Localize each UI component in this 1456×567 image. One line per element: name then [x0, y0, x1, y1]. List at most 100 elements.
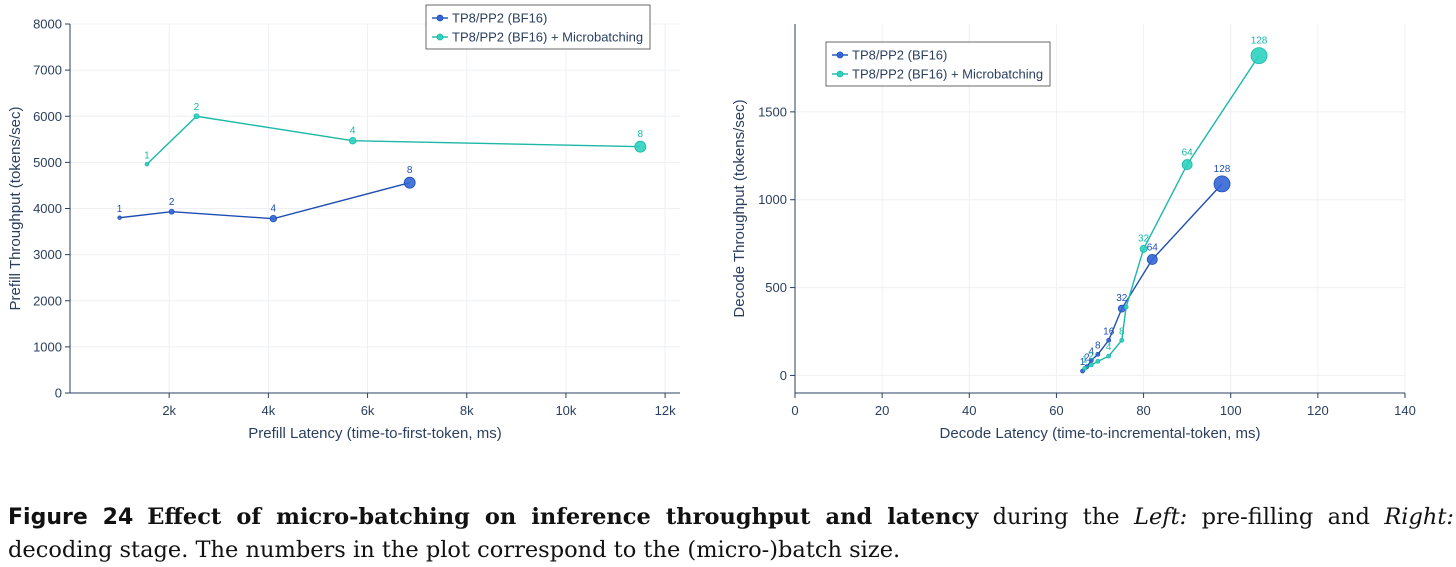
legend-box — [425, 4, 651, 50]
figure: 2k 4k 6k 8k 10k 12k01000200030004000500060007… — [7, 4, 1416, 442]
legend-swatch-marker — [836, 70, 844, 78]
x-tick-label: 120 — [1307, 403, 1329, 418]
data-point — [1106, 337, 1112, 343]
data-point — [1181, 159, 1193, 170]
point-label: 1 — [117, 204, 123, 215]
caption-text-2: pre-filling and — [1187, 503, 1385, 530]
legend-label: TP8/PP2 (BF16) + Microbatching — [852, 67, 1043, 82]
point-label: 1 — [1082, 354, 1088, 365]
legend-swatch-marker — [836, 51, 844, 59]
point-label: 32 — [1138, 233, 1150, 244]
legend-swatch-marker — [436, 14, 444, 22]
data-point — [1095, 351, 1101, 357]
legend-label: TP8/PP2 (BF16) — [452, 11, 547, 26]
caption-right: Right: — [1384, 503, 1454, 530]
point-label: 16 — [1103, 326, 1115, 337]
data-point — [1123, 304, 1129, 310]
x-tick-label: 8k — [460, 403, 474, 418]
y-tick-label: 500 — [765, 280, 787, 295]
data-point — [348, 136, 357, 145]
point-label: 4 — [271, 203, 277, 214]
point-label: 64 — [1182, 148, 1194, 159]
point-label: 1 — [1080, 357, 1086, 368]
x-tick-label: 4k — [262, 403, 276, 418]
series-line-2 — [146, 115, 641, 165]
point-label: 128 — [1251, 36, 1268, 47]
point-label: 4 — [350, 125, 356, 136]
point-label: 8 — [1119, 326, 1125, 337]
data-point — [193, 113, 200, 120]
data-point — [1088, 362, 1094, 368]
point-label: 4 — [1106, 342, 1112, 353]
point-label: 4 — [1089, 346, 1095, 357]
figure-caption: Figure 24 Effect of micro-batching on inf… — [8, 501, 1454, 567]
caption-title: Effect of micro-batching on inference th… — [147, 503, 979, 530]
data-point — [117, 215, 122, 220]
series-line-1 — [1082, 183, 1223, 372]
y-tick-label: 1500 — [758, 104, 787, 119]
caption-text-1: during the — [978, 503, 1135, 530]
y-tick-label: 1000 — [33, 339, 62, 354]
y-tick-label: 5000 — [33, 155, 62, 170]
point-label: 64 — [1147, 242, 1159, 253]
point-label: 2 — [1089, 351, 1095, 362]
x-tick-label: 20 — [875, 403, 889, 418]
data-point — [269, 214, 278, 223]
y-tick-label: 0 — [780, 368, 787, 383]
x-tick-label: 10k — [555, 403, 576, 418]
point-label: 8 — [638, 129, 644, 140]
prefill-chart: 2k 4k 6k 8k 10k 12k 0 1000 2000 3000 4000 5000 6000 7… — [7, 4, 680, 442]
data-point — [1139, 245, 1148, 253]
point-label: 2 — [169, 197, 175, 208]
series-line-2 — [1084, 55, 1260, 370]
y-axis-title: Prefill Throughput (tokens/sec) — [7, 107, 24, 311]
y-tick-label: 3000 — [33, 247, 62, 262]
data-point — [144, 162, 150, 167]
x-tick-label: 140 — [1394, 403, 1416, 418]
legend-label: TP8/PP2 (BF16) + Microbatching — [452, 30, 643, 45]
figure-label: Figure 24 — [8, 504, 134, 530]
x-tick-label: 12k — [655, 403, 676, 418]
x-axis-title: Prefill Latency (time-to-first-token, ms… — [248, 425, 501, 442]
data-point — [1106, 353, 1112, 359]
data-point — [1095, 358, 1101, 364]
y-tick-label: 1000 — [758, 192, 787, 207]
y-tick-label: 6000 — [33, 109, 62, 124]
point-label: 2 — [194, 102, 200, 113]
legend-label: TP8/PP2 (BF16) — [852, 48, 947, 63]
point-label: 128 — [1214, 164, 1231, 175]
point-label: 32 — [1116, 293, 1128, 304]
y-tick-label: 0 — [55, 386, 62, 401]
x-tick-label: 100 — [1220, 403, 1242, 418]
data-point — [168, 208, 175, 215]
y-tick-label: 4000 — [33, 201, 62, 216]
y-tick-label: 2000 — [33, 293, 62, 308]
x-tick-label: 2k — [162, 403, 176, 418]
caption-left: Left: — [1134, 503, 1188, 530]
data-point — [403, 176, 416, 189]
legend-box — [825, 41, 1051, 87]
x-tick-label: 80 — [1136, 403, 1150, 418]
decode-chart: 0 20 40 60 80 100 120 140 0 500 1000 1500 Decode Lat… — [731, 24, 1416, 442]
x-tick-label: 60 — [1049, 403, 1063, 418]
x-axis-title: Decode Latency (time-to-incremental-toke… — [940, 425, 1261, 442]
data-point — [1119, 337, 1125, 343]
data-point — [1213, 175, 1231, 193]
data-point — [1082, 365, 1088, 371]
point-label: 8 — [407, 165, 413, 176]
point-label: 2 — [1084, 353, 1090, 364]
legend-swatch-marker — [436, 33, 444, 41]
x-tick-label: 0 — [791, 403, 798, 418]
data-point — [634, 140, 647, 153]
caption-text-3: decoding stage. The numbers in the plot … — [8, 536, 901, 563]
y-axis-title: Decode Throughput (tokens/sec) — [731, 99, 748, 317]
point-label: 8 — [1095, 340, 1101, 351]
point-label: 1 — [144, 150, 150, 161]
data-point — [1146, 254, 1158, 265]
data-point — [1250, 47, 1268, 65]
x-tick-label: 6k — [361, 403, 375, 418]
y-tick-label: 8000 — [33, 17, 62, 32]
series-line-1 — [119, 181, 410, 220]
y-tick-label: 7000 — [33, 63, 62, 78]
x-tick-label: 40 — [962, 403, 976, 418]
